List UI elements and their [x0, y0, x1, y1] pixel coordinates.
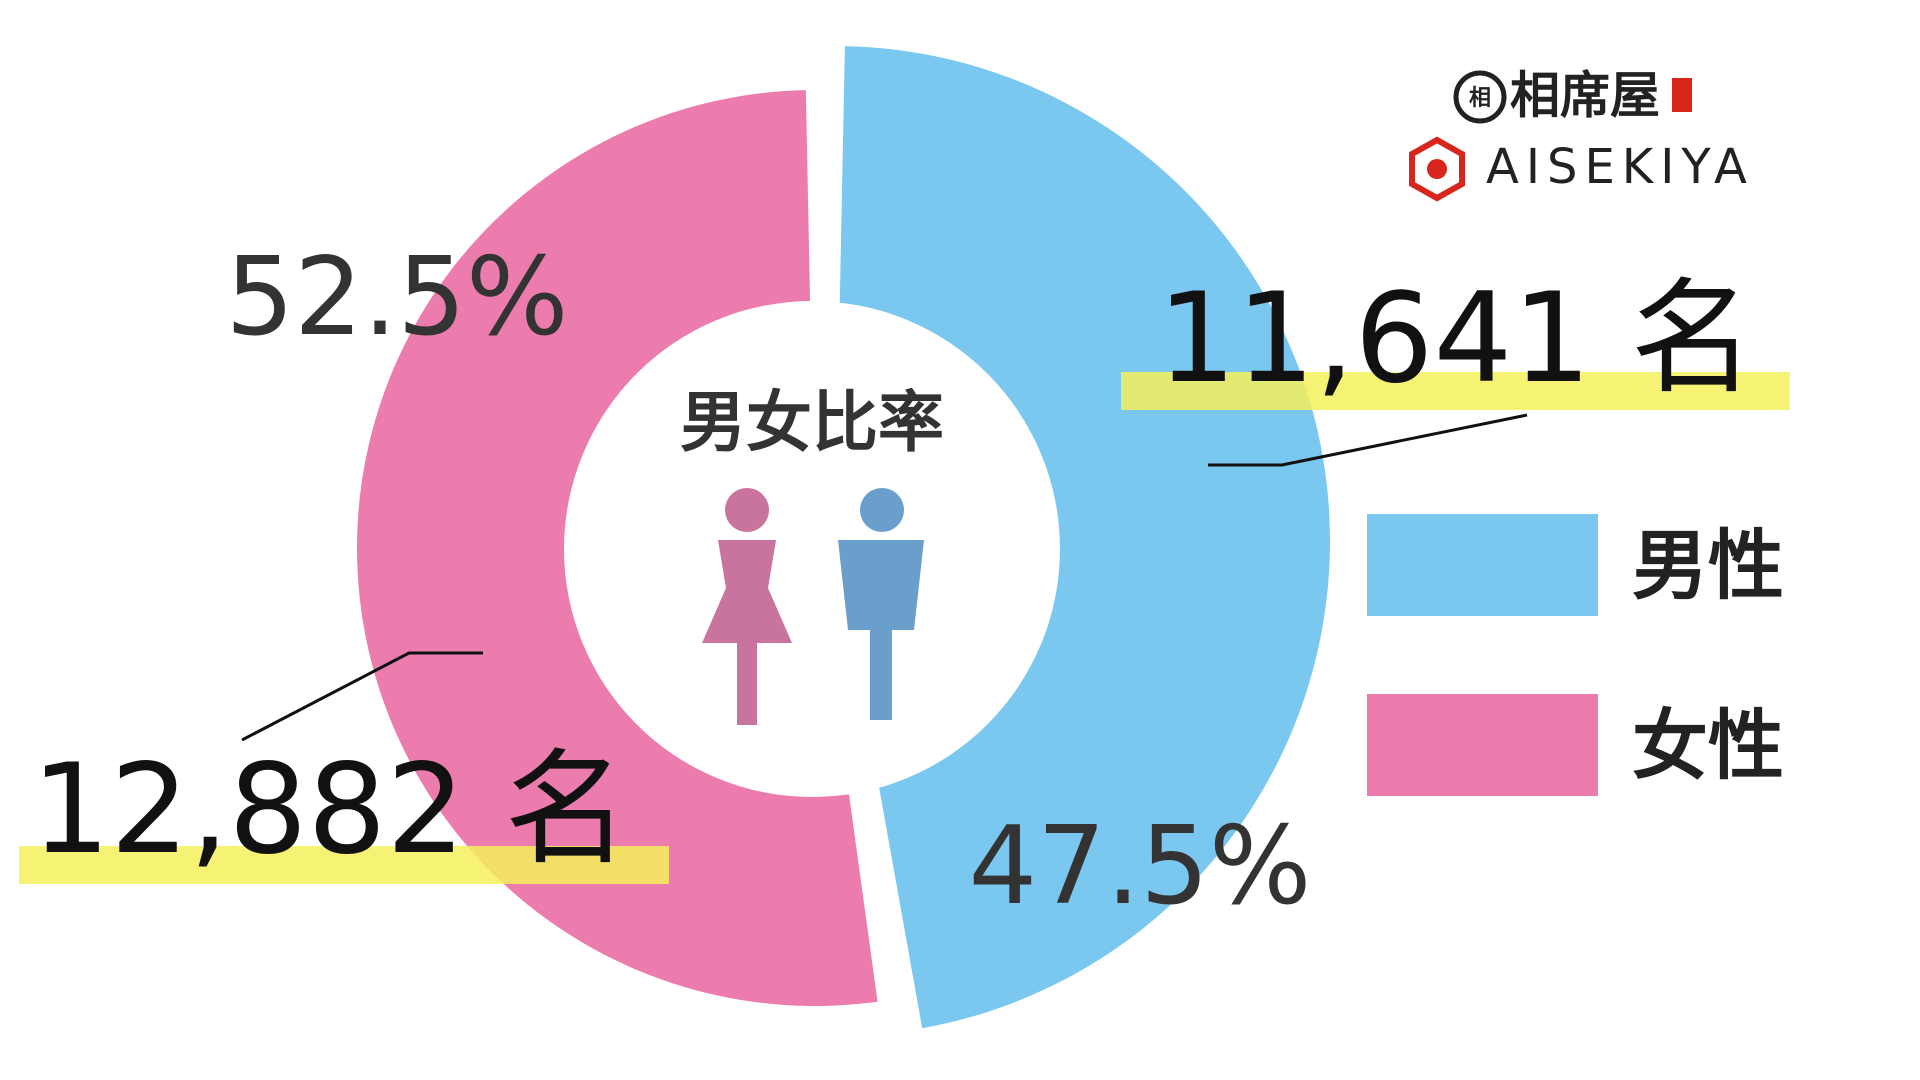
female-icon: [702, 488, 792, 725]
leader-line: [241, 651, 483, 742]
logo-english: AISEKIYA: [1486, 139, 1754, 195]
count-highlight: [1121, 372, 1790, 410]
count-highlight: [19, 846, 669, 884]
legend-label: 男性: [1632, 521, 1784, 610]
donut-hole: [564, 301, 1060, 797]
svg-text:相: 相: [1469, 86, 1491, 111]
chart-title: 男女比率: [680, 384, 944, 461]
legend-swatch: [1367, 514, 1598, 616]
slice: [835, 46, 1331, 1029]
count-label: 11,641 名: [1157, 267, 1754, 411]
male-icon: [838, 488, 924, 720]
value-label: 52.5%: [225, 235, 568, 360]
logo-japanese: 相席屋: [1510, 67, 1660, 125]
legend-label: 女性: [1632, 701, 1784, 790]
leader-line: [1208, 413, 1528, 467]
value-label: 47.5%: [968, 804, 1311, 929]
legend-swatch: [1367, 694, 1598, 796]
logo: 相 相席屋 AISEKIYA: [1409, 67, 1754, 202]
count-label: 12,882 名: [31, 738, 628, 882]
